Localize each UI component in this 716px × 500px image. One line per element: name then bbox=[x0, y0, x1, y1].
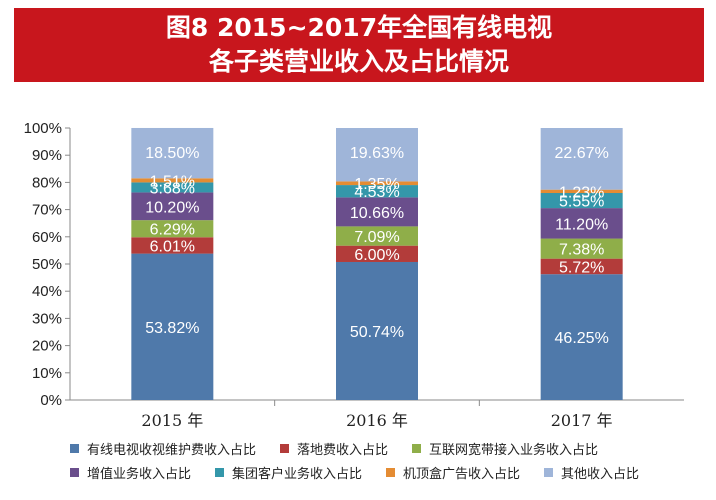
data-label: 5.72% bbox=[559, 259, 604, 276]
data-label: 6.00% bbox=[354, 247, 399, 264]
legend-item: 有线电视收视维护费收入占比 bbox=[70, 439, 256, 458]
legend-swatch bbox=[70, 443, 79, 453]
data-label: 6.01% bbox=[150, 238, 195, 255]
data-label: 18.50% bbox=[145, 145, 199, 162]
data-label: 53.82% bbox=[145, 320, 199, 337]
bar-segment bbox=[131, 253, 214, 400]
bar-segment bbox=[336, 185, 418, 198]
legend-item: 集团客户业务收入占比 bbox=[215, 463, 362, 482]
y-tick-label: 80% bbox=[32, 174, 62, 191]
data-label: 3.68% bbox=[150, 180, 195, 197]
legend-item: 机顶盒广告收入占比 bbox=[386, 463, 520, 482]
y-tick-label: 10% bbox=[32, 365, 62, 382]
data-label: 19.63% bbox=[350, 145, 404, 162]
chart-title-line-2: 各子类营业收入及占比情况 bbox=[208, 47, 509, 76]
legend-swatch bbox=[280, 443, 290, 453]
bar-segment bbox=[540, 208, 623, 239]
chart-legend: 有线电视收视维护费收入占比 落地费收入占比 互联网宽带接入业务收入占比增值业务收入占… bbox=[70, 436, 710, 484]
x-tick-label: 2016 年 bbox=[346, 411, 408, 430]
legend-label: 机顶盒广告收入占比 bbox=[403, 466, 521, 482]
y-tick-label: 90% bbox=[32, 147, 62, 164]
bar-segment bbox=[336, 226, 418, 246]
y-tick-label: 60% bbox=[32, 229, 62, 246]
bar-segment bbox=[540, 189, 623, 194]
bar-segment bbox=[540, 258, 623, 275]
legend-label: 有线电视收视维护费收入占比 bbox=[87, 442, 257, 458]
y-tick-label: 70% bbox=[32, 202, 62, 219]
bar-segment bbox=[540, 238, 623, 259]
title-banner: 图8 2015~2017年全国有线电视 各子类营业收入及占比情况 bbox=[14, 8, 704, 82]
data-label: 10.66% bbox=[350, 205, 404, 222]
data-label: 46.25% bbox=[555, 330, 609, 347]
bar-segment bbox=[131, 127, 214, 179]
data-label: 11.20% bbox=[555, 216, 608, 233]
legend-row: 有线电视收视维护费收入占比 落地费收入占比 互联网宽带接入业务收入占比 bbox=[70, 436, 710, 460]
bar-segment bbox=[336, 245, 418, 262]
y-tick-label: 0% bbox=[40, 392, 62, 409]
data-label: 1.51% bbox=[150, 173, 195, 190]
bar-segment bbox=[131, 237, 214, 254]
legend-item: 增值业务收入占比 bbox=[70, 463, 191, 482]
legend-swatch bbox=[70, 467, 79, 477]
bar-segment bbox=[540, 274, 623, 400]
data-label: 7.09% bbox=[354, 229, 399, 246]
legend-item: 落地费收入占比 bbox=[280, 439, 388, 458]
bar-segment bbox=[336, 181, 418, 186]
bar-segment bbox=[336, 197, 418, 227]
legend-label: 增值业务收入占比 bbox=[87, 466, 192, 482]
bar-segment bbox=[336, 128, 418, 182]
legend-label: 其他收入占比 bbox=[561, 466, 640, 482]
data-label: 50.74% bbox=[350, 324, 404, 341]
bar-segment bbox=[131, 220, 214, 238]
bar-segment bbox=[336, 261, 418, 400]
y-tick-label: 30% bbox=[32, 310, 62, 327]
data-label: 6.29% bbox=[150, 222, 195, 239]
data-label: 5.55% bbox=[559, 194, 604, 211]
chart-title-line-1: 图8 2015~2017年全国有线电视 bbox=[165, 13, 553, 42]
legend-label: 互联网宽带接入业务收入占比 bbox=[429, 442, 599, 458]
legend-swatch bbox=[386, 467, 396, 477]
legend-swatch bbox=[544, 467, 554, 477]
data-label: 4.53% bbox=[354, 184, 399, 201]
bar-segment bbox=[131, 182, 214, 193]
bar-segment bbox=[540, 128, 623, 190]
data-label: 7.38% bbox=[559, 242, 604, 259]
legend-swatch bbox=[412, 443, 422, 453]
legend-item: 互联网宽带接入业务收入占比 bbox=[412, 439, 598, 458]
x-tick-label: 2015 年 bbox=[141, 411, 203, 430]
y-tick-label: 50% bbox=[32, 256, 62, 273]
data-label: 1.35% bbox=[354, 176, 399, 193]
legend-swatch bbox=[215, 467, 225, 477]
bar-segment bbox=[540, 193, 623, 209]
data-label: 1.23% bbox=[559, 184, 604, 201]
legend-label: 集团客户业务收入占比 bbox=[232, 466, 363, 482]
legend-label: 落地费收入占比 bbox=[297, 442, 389, 458]
x-tick-label: 2017 年 bbox=[551, 411, 613, 430]
bar-segment bbox=[131, 192, 214, 221]
data-label: 22.67% bbox=[555, 145, 609, 162]
bar-segment bbox=[131, 178, 214, 183]
y-tick-label: 100% bbox=[24, 120, 62, 137]
y-tick-label: 40% bbox=[32, 283, 62, 300]
legend-row: 增值业务收入占比 集团客户业务收入占比 机顶盒广告收入占比 其他收入占比 bbox=[70, 460, 710, 484]
y-tick-label: 20% bbox=[32, 338, 62, 355]
data-label: 10.20% bbox=[145, 199, 199, 216]
legend-item: 其他收入占比 bbox=[544, 463, 639, 482]
